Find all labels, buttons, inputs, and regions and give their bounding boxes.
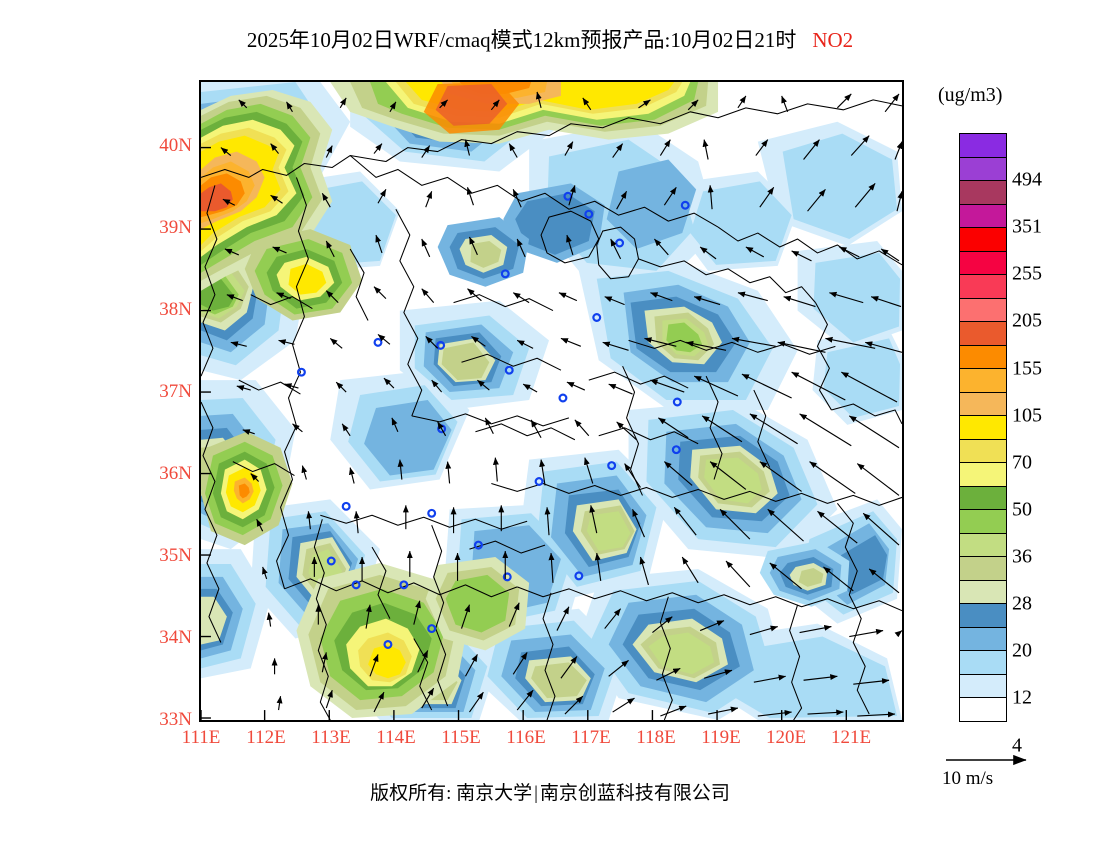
wind-vectors [220, 91, 902, 718]
colorbar-band-1 [960, 157, 1006, 182]
x-tick-112E: 112E [246, 727, 286, 748]
colorbar-band-9 [960, 345, 1006, 370]
wind-scale-label: 10 m/s [942, 768, 994, 789]
footer-copyright: 版权所有: 南京大学 | 南京创蓝科技有限公司 [0, 778, 1100, 805]
colorbar-tick-labels: 494 351 255 205 155 105 70 50 36 28 20 12 4 [1012, 133, 1100, 756]
colorbar-label-20: 20 [1012, 639, 1032, 662]
colorbar-band-7 [960, 298, 1006, 323]
colorbar-band-20 [960, 604, 1006, 628]
y-axis-labels: 40N 39N 38N 37N 36N 35N 34N 33N [140, 80, 192, 730]
nw-plume-complex [201, 89, 333, 291]
colorbar-label-28: 28 [1012, 592, 1032, 615]
colorbar-unit-label: (ug/m3) [938, 84, 1003, 106]
y-tick-36N: 36N [159, 463, 192, 484]
footer-copyright-text: 版权所有: 南京大学 [370, 783, 533, 804]
x-tick-115E: 115E [441, 727, 481, 748]
colorbar-band-4 [960, 228, 1006, 252]
colorbar-label-205: 205 [1012, 309, 1042, 332]
colorbar-band-11 [960, 392, 1006, 417]
map-canvas [201, 82, 902, 720]
title-species: NO2 [812, 28, 854, 52]
colorbar-label-50: 50 [1012, 498, 1032, 521]
x-tick-119E: 119E [701, 727, 741, 748]
x-tick-117E: 117E [571, 727, 611, 748]
x-tick-111E: 111E [181, 727, 221, 748]
y-tick-39N: 39N [159, 217, 192, 238]
x-tick-116E: 116E [506, 727, 546, 748]
x-axis-labels: 111E 112E 113E 114E 115E 116E 117E 118E 119E 120E… [182, 727, 904, 757]
sw-henan-plume [296, 557, 530, 719]
y-tick-37N: 37N [159, 381, 192, 402]
colorbar-label-4: 4 [1012, 734, 1022, 757]
colorbar-label-255: 255 [1012, 262, 1042, 285]
title-text: 2025年10月02日WRF/cmaq模式12km预报产品:10月02日21时 [246, 28, 797, 52]
colorbar-label-12: 12 [1012, 686, 1032, 709]
colorbar-band-19 [960, 580, 1006, 605]
x-tick-114E: 114E [376, 727, 416, 748]
colorbar-band-0 [960, 134, 1006, 158]
colorbar-label-36: 36 [1012, 545, 1032, 568]
x-tick-121E: 121E [830, 727, 872, 748]
y-tick-33N: 33N [159, 709, 192, 730]
x-tick-113E: 113E [311, 727, 351, 748]
colorbar-band-14 [960, 463, 1006, 487]
axis-ticks [201, 146, 848, 720]
colorbar-band-8 [960, 322, 1006, 346]
colorbar-label-494: 494 [1012, 168, 1042, 191]
colorbar-band-13 [960, 439, 1006, 464]
colorbar-band-15 [960, 486, 1006, 511]
y-tick-34N: 34N [159, 627, 192, 648]
colorbar-band-3 [960, 204, 1006, 229]
colorbar-band-5 [960, 251, 1006, 276]
wind-arrow-icon [946, 754, 1027, 766]
colorbar-band-2 [960, 181, 1006, 205]
colorbar-band-6 [960, 275, 1006, 299]
colorbar-label-70: 70 [1012, 451, 1032, 474]
y-tick-38N: 38N [159, 299, 192, 320]
footer-separator: | [534, 783, 538, 804]
city-markers [296, 191, 690, 649]
colorbar-band-18 [960, 557, 1006, 581]
north-border-plume [330, 82, 719, 144]
colorbar-band-21 [960, 627, 1006, 652]
colorbar-label-105: 105 [1012, 404, 1042, 427]
x-tick-118E: 118E [636, 727, 676, 748]
wind-scale-key: 10 m/s [940, 748, 1090, 800]
colorbar-band-12 [960, 416, 1006, 440]
y-tick-40N: 40N [159, 135, 192, 156]
hebei-blue-cores [437, 183, 605, 287]
page-title: 2025年10月02日WRF/cmaq模式12km预报产品:10月02日21时 N… [0, 24, 1100, 54]
colorbar-label-155: 155 [1012, 357, 1042, 380]
colorbar[interactable] [959, 133, 1007, 722]
coastal-plume [759, 541, 850, 607]
x-tick-120E: 120E [765, 727, 807, 748]
colorbar-band-17 [960, 533, 1006, 558]
y-tick-35N: 35N [159, 545, 192, 566]
colorbar-label-351: 351 [1012, 215, 1042, 238]
colorbar-band-23 [960, 674, 1006, 699]
colorbar-band-24 [960, 698, 1006, 721]
colorbar-band-10 [960, 369, 1006, 393]
colorbar-band-16 [960, 510, 1006, 534]
map-plot-area[interactable] [199, 80, 904, 722]
colorbar-band-22 [960, 651, 1006, 675]
footer-company-text: 南京创蓝科技有限公司 [539, 783, 730, 804]
